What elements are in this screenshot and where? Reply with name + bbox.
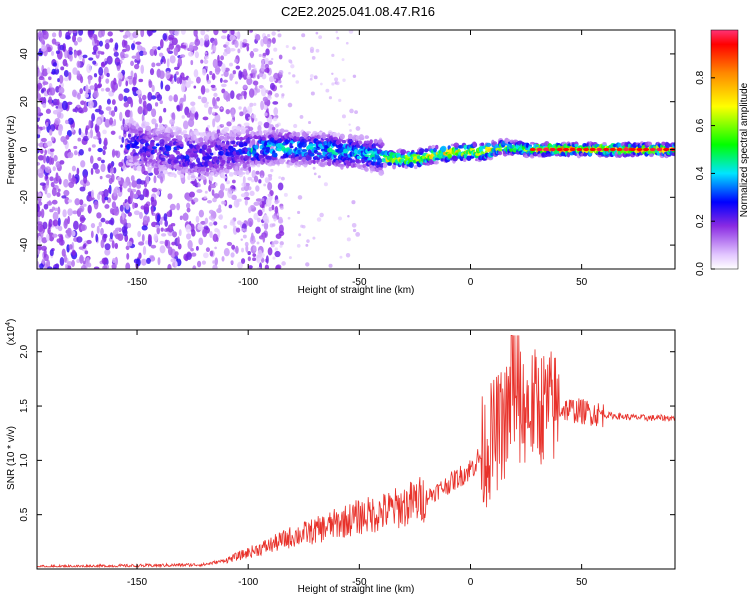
colorbar-tick-label: 0.8 bbox=[695, 70, 706, 84]
colorbar-tick-label: 0.6 bbox=[695, 118, 706, 132]
snr-x-axis: -150 -100 -50 0 50 bbox=[127, 330, 588, 588]
spectrogram-y-tick-label: 40 bbox=[19, 48, 30, 60]
spectrogram-y-tick-label: -20 bbox=[19, 190, 30, 205]
spectrogram-y-axis: -40 -20 0 20 40 bbox=[19, 48, 675, 252]
spectrogram-y-tick-label: 0 bbox=[19, 146, 30, 152]
snr-y-tick-label: 2.0 bbox=[19, 344, 30, 358]
colorbar: 0.0 0.2 0.4 0.6 0.8 Normalized spectral ampl… bbox=[695, 29, 750, 276]
snr-frame bbox=[36, 329, 676, 570]
spectrogram-x-tick-label: -100 bbox=[238, 277, 258, 288]
colorbar-ticks: 0.0 0.2 0.4 0.6 0.8 bbox=[695, 70, 715, 276]
chart-title: C2E2.2025.041.08.47.R16 bbox=[281, 4, 435, 19]
snr-series-line bbox=[37, 335, 675, 569]
snr-x-tick-label: -150 bbox=[127, 577, 147, 588]
colorbar-gradient bbox=[710, 29, 739, 270]
spectrogram-heatmap bbox=[37, 30, 675, 269]
snr-x-tick-label: -50 bbox=[352, 577, 367, 588]
snr-x-label: Height of straight line (km) bbox=[298, 584, 415, 595]
snr-x-tick-label: 0 bbox=[468, 577, 474, 588]
colorbar-tick-label: 0.2 bbox=[695, 214, 706, 228]
snr-x-tick-label: -100 bbox=[238, 577, 258, 588]
spectrogram-x-label: Height of straight line (km) bbox=[298, 285, 415, 296]
snr-y-tick-label: 0.5 bbox=[19, 507, 30, 521]
spectrogram-x-tick-label: 50 bbox=[576, 277, 588, 288]
snr-scale-note: (x104) bbox=[5, 319, 17, 346]
colorbar-tick-label: 0.0 bbox=[695, 262, 706, 276]
snr-panel: -150 -100 -50 0 50 0.5 1.0 1.5 2.0 Height of st… bbox=[5, 319, 676, 595]
spectrogram-x-tick-label: -50 bbox=[352, 277, 367, 288]
spectrogram-x-tick-label: 0 bbox=[468, 277, 474, 288]
spectrogram-x-tick-label: -150 bbox=[127, 277, 147, 288]
snr-y-tick-label: 1.0 bbox=[19, 453, 30, 467]
snr-y-label: SNR (10 * v/v) bbox=[6, 426, 17, 490]
spectrogram-panel: -150 -100 -50 0 50 -40 -20 0 20 40 Height of str… bbox=[6, 29, 676, 296]
spectrogram-x-axis: -150 -100 -50 0 50 bbox=[127, 30, 588, 288]
spectrogram-y-tick-label: -40 bbox=[19, 237, 30, 252]
colorbar-tick-label: 0.4 bbox=[695, 166, 706, 180]
snr-y-axis: 0.5 1.0 1.5 2.0 bbox=[19, 344, 675, 522]
spectrogram-y-tick-label: 20 bbox=[19, 96, 30, 108]
colorbar-label: Normalized spectral amplitude bbox=[739, 82, 750, 217]
spectrogram-y-label: Frequency (Hz) bbox=[6, 116, 17, 185]
snr-y-tick-label: 1.5 bbox=[19, 399, 30, 413]
snr-x-tick-label: 50 bbox=[576, 577, 588, 588]
